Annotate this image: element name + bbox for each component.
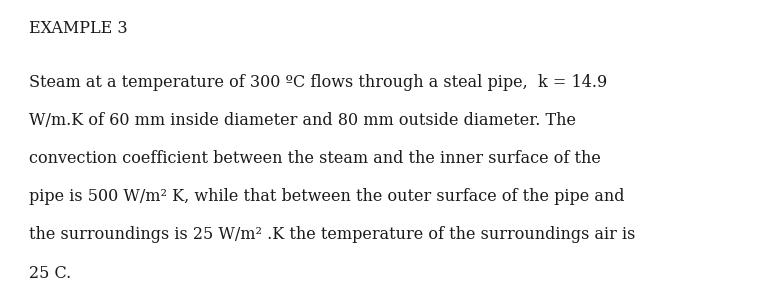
Text: convection coefficient between the steam and the inner surface of the: convection coefficient between the steam… [29, 150, 601, 167]
Text: EXAMPLE 3: EXAMPLE 3 [29, 20, 128, 37]
Text: pipe is 500 W/m² K, while that between the outer surface of the pipe and: pipe is 500 W/m² K, while that between t… [29, 188, 624, 205]
Text: 25 C.: 25 C. [29, 265, 72, 282]
Text: the surroundings is 25 W/m² .K the temperature of the surroundings air is: the surroundings is 25 W/m² .K the tempe… [29, 226, 636, 243]
Text: Steam at a temperature of 300 ºC flows through a steal pipe,  k = 14.9: Steam at a temperature of 300 ºC flows t… [29, 74, 608, 91]
Text: W/m.K of 60 mm inside diameter and 80 mm outside diameter. The: W/m.K of 60 mm inside diameter and 80 mm… [29, 112, 576, 129]
